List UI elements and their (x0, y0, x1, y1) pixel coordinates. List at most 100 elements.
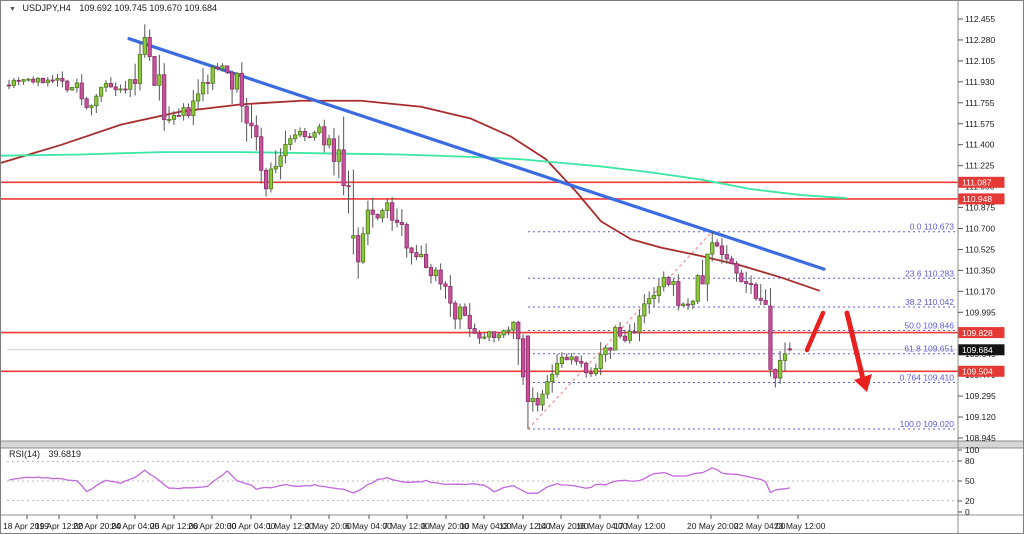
bull-candle (171, 115, 176, 120)
bear-candle (263, 169, 269, 190)
bear-candle (491, 331, 497, 339)
bull-candle (196, 93, 201, 102)
fib-level-label: 0.0 110.673 (910, 222, 955, 232)
bear-candle (584, 362, 589, 374)
bear-candle (40, 77, 46, 84)
bull-candle (288, 138, 293, 145)
bull-candle (613, 327, 618, 351)
rsi-indicator-label: RSI(14) (9, 449, 41, 459)
descending-trendline[interactable] (127, 37, 826, 271)
time-axis-label: 17 May 12:00 (614, 521, 666, 531)
price-tag-red[interactable] (958, 327, 1005, 339)
bear-candle (186, 107, 191, 116)
bear-candle (346, 185, 351, 188)
bull-candle (283, 144, 288, 157)
bear-candle (787, 348, 792, 351)
bear-candle (225, 65, 230, 73)
price-axis-label: 111.930 (965, 77, 995, 87)
bull-candle (603, 347, 608, 356)
bull-candle (293, 134, 298, 140)
bear-candle (254, 125, 259, 138)
price-axis-label: 110.700 (965, 224, 995, 234)
bull-candle (598, 354, 603, 369)
pane-separator[interactable] (1, 441, 1024, 448)
time-axis-label: 8 May 20:00 (422, 521, 469, 531)
bear-candle (729, 258, 734, 264)
bull-candle (268, 168, 274, 190)
time-axis-label: 2 May 20:00 (305, 521, 352, 531)
bearish-annotation[interactable] (804, 310, 872, 392)
bear-candle (715, 242, 720, 247)
bear-candle (758, 298, 763, 301)
bull-candle (89, 105, 94, 108)
ma-slow-line[interactable] (1, 151, 847, 199)
bull-candle (220, 65, 225, 70)
bull-candle (181, 107, 186, 116)
bull-candle (234, 72, 240, 90)
red-arrow-shaft[interactable] (844, 310, 866, 382)
dropdown-triangle-icon[interactable]: ▼ (9, 6, 16, 13)
bear-candle (239, 72, 244, 107)
bear-candle (676, 281, 681, 306)
bear-candle (132, 79, 138, 84)
price-tag-current[interactable] (958, 344, 1005, 356)
price-tag-red[interactable] (958, 193, 1005, 205)
time-axis-label: 26 Apr 20:00 (188, 521, 236, 531)
ma-fast-line[interactable] (1, 99, 820, 292)
bull-candle (671, 281, 676, 285)
price-tag-red-text: 109.504 (962, 366, 993, 376)
bull-candle (11, 79, 16, 86)
bull-candle (118, 88, 123, 91)
bull-candle (69, 87, 75, 91)
time-axis-label: 18 Apr 2019 (3, 521, 49, 531)
bear-candle (739, 272, 744, 282)
bear-candle (390, 202, 395, 221)
bull-candle (297, 131, 303, 136)
fib-level-label: 100.0 109.020 (900, 419, 955, 429)
bear-candle (525, 335, 531, 402)
bull-candle (55, 78, 60, 81)
bull-candle (530, 397, 535, 402)
bear-candle (244, 105, 249, 124)
bear-candle (632, 331, 637, 333)
red-slash-annotation[interactable] (804, 310, 826, 353)
bear-candle (438, 269, 443, 285)
bull-candle (200, 82, 206, 95)
bull-candle (210, 66, 215, 84)
bull-candle (157, 74, 162, 86)
red-arrow-head[interactable] (854, 374, 872, 392)
bull-candle (545, 381, 550, 395)
bear-candle (409, 247, 414, 254)
time-axis-label: 14 May 20:00 (537, 521, 589, 531)
bear-candle (753, 284, 759, 299)
bull-candle (351, 235, 356, 239)
bear-candle (608, 347, 613, 351)
bear-candle (443, 283, 448, 287)
bull-candle (550, 373, 555, 382)
price-axis-label: 110.170 (965, 286, 995, 296)
time-axis-label: 20 May 20:00 (687, 521, 739, 531)
bull-candle (656, 286, 662, 296)
bear-candle (535, 397, 540, 406)
bear-candle (472, 328, 477, 334)
price-tag-red[interactable] (958, 176, 1005, 188)
bear-candle (574, 356, 579, 362)
price-tag-red[interactable] (958, 365, 1005, 377)
price-tag-red-text: 110.948 (962, 194, 992, 204)
bull-candle (778, 360, 783, 379)
bear-candle (477, 332, 482, 339)
symbol-timeframe-label: USDJPY,H4 (22, 3, 71, 13)
bull-candle (710, 242, 715, 255)
fibonacci-retracement[interactable] (527, 231, 956, 430)
bear-candle (399, 222, 404, 225)
fib-level-label: 23.6 110.283 (905, 268, 954, 278)
rsi-pane (7, 461, 958, 501)
bear-candle (302, 131, 307, 138)
rsi-axis-label: 50 (965, 476, 975, 486)
bull-candle (496, 334, 501, 339)
bull-candle (191, 100, 196, 116)
price-axis-label: 111.575 (965, 119, 995, 129)
bear-candle (394, 219, 400, 223)
price-axis-label: 110.350 (965, 265, 995, 275)
